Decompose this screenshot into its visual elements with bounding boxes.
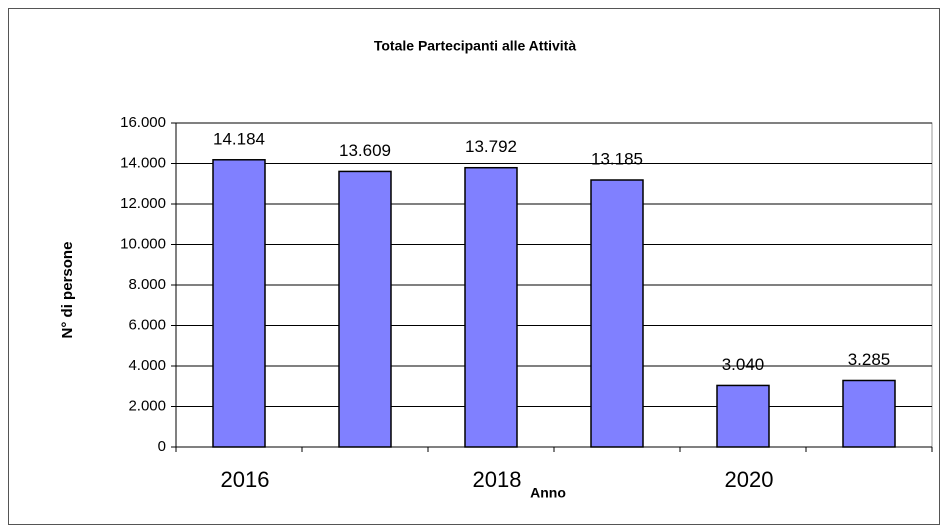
chart-title: Totale Partecipanti alle Attività [374, 38, 576, 54]
x-tick-label: 2016 [221, 467, 270, 492]
bar [716, 384, 770, 448]
value-label: 13.609 [339, 141, 391, 160]
bar [212, 159, 266, 448]
value-label: 13.185 [591, 149, 643, 168]
y-tick-label: 0 [158, 438, 166, 455]
value-label: 3.040 [722, 355, 765, 374]
y-tick-label: 8.000 [128, 276, 166, 293]
value-label: 13.792 [465, 137, 517, 156]
y-tick-label: 16.000 [120, 114, 166, 131]
y-tick-label: 12.000 [120, 195, 166, 212]
bar [842, 379, 896, 448]
y-tick-label: 14.000 [120, 154, 166, 171]
y-tick-label: 10.000 [120, 235, 166, 252]
y-tick-label: 2.000 [128, 397, 166, 414]
bar [338, 170, 392, 448]
x-axis-label: Anno [530, 485, 566, 501]
y-tick-label: 6.000 [128, 316, 166, 333]
value-label: 14.184 [213, 129, 265, 148]
y-axis-label: N° di persone [59, 242, 76, 339]
value-label: 3.285 [848, 350, 891, 369]
y-tick-label: 4.000 [128, 357, 166, 374]
x-tick-label: 2020 [725, 467, 774, 492]
x-tick-label: 2018 [473, 467, 522, 492]
bar [590, 179, 644, 448]
bar [464, 166, 518, 448]
